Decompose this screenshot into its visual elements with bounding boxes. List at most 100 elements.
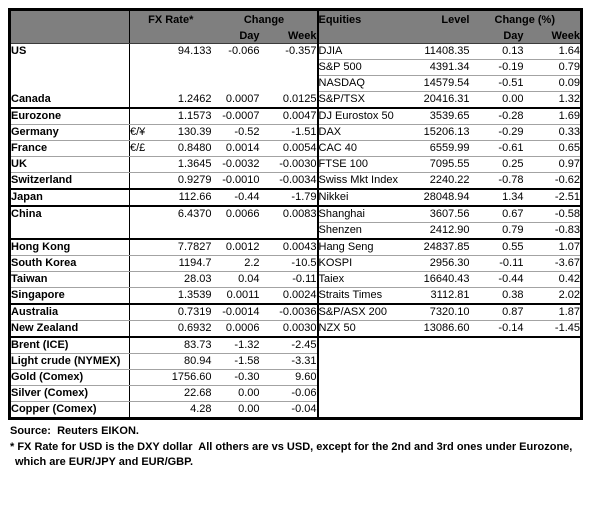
currency-pair-cell <box>129 337 156 354</box>
equity-name-cell: NZX 50 <box>316 320 420 338</box>
currency-pair-cell <box>129 369 156 386</box>
fx-week-change-cell: -0.0036 <box>259 304 318 321</box>
fx-day-change-cell: -0.0032 <box>211 156 260 173</box>
currency-pair-cell <box>129 385 156 402</box>
fx-rate-cell: 1.3645 <box>155 156 212 173</box>
region-name-cell: Silver (Comex) <box>9 385 130 402</box>
equity-level-cell: 16640.43 <box>419 271 470 288</box>
equity-level-cell: 3607.56 <box>419 206 470 223</box>
fx-day-change-cell: 0.0011 <box>211 287 260 305</box>
fx-week-change-cell <box>259 222 318 240</box>
equity-day-change-cell: 0.13 <box>469 43 524 60</box>
equity-name-cell: FTSE 100 <box>316 156 420 173</box>
fx-rate-cell: 1.3539 <box>155 287 212 305</box>
equity-day-change-cell: 0.79 <box>469 222 524 240</box>
currency-pair-cell <box>129 108 156 125</box>
equity-level-cell: 7320.10 <box>419 304 470 321</box>
corner-cell <box>9 9 130 29</box>
region-name-cell: France <box>9 140 130 157</box>
currency-pair-cell <box>129 91 156 109</box>
fx-week-change-cell: -0.06 <box>259 385 318 402</box>
fx-week-change-cell <box>260 76 318 92</box>
region-name-cell: Gold (Comex) <box>9 369 130 386</box>
fx-rate-cell: 22.68 <box>155 385 212 402</box>
equity-day-change-cell: 0.00 <box>469 91 524 109</box>
fx-week-change-cell <box>260 60 318 76</box>
fx-day-change-cell: 0.0007 <box>211 91 260 109</box>
fx-week-change-cell: -2.45 <box>259 337 318 354</box>
fx-rate-cell: 83.73 <box>155 337 212 354</box>
fx-day-change-cell <box>212 76 260 92</box>
equity-name-cell: S&P 500 <box>316 59 420 76</box>
equity-week-change-cell <box>524 354 582 370</box>
table-row: UK 1.3645 -0.0032 -0.0030 FTSE 100 7095.55 0.2… <box>9 156 582 173</box>
fx-day-change-cell: 0.0066 <box>225 208 260 221</box>
equity-level-cell: 24837.85 <box>419 239 470 256</box>
table-row: Silver (Comex) 22.68 0.00 -0.06 <box>9 385 582 402</box>
region-name-cell: Taiwan <box>9 271 130 288</box>
equity-name-cell: S&P/TSX <box>316 91 420 109</box>
equity-level-cell: 3539.65 <box>419 108 470 125</box>
fx-day-change-cell: 0.00 <box>211 385 260 402</box>
equity-day-change-cell <box>470 354 524 370</box>
equity-name-cell <box>316 385 420 402</box>
fx-week-change-cell: 0.0125 <box>259 91 318 109</box>
currency-pair-cell <box>129 320 156 338</box>
region-name-cell: Germany <box>9 124 130 141</box>
currency-pair-cell <box>129 304 156 321</box>
fx-day-change-cell: 0.0012 <box>211 239 260 256</box>
equity-level-cell: 2412.90 <box>419 222 470 240</box>
region-name-cell: Japan <box>9 189 130 207</box>
fx-rate-cell: 1.1573 <box>155 108 212 125</box>
table-row: Gold (Comex) 1756.60 -0.30 9.60 <box>9 369 582 386</box>
currency-pair-cell <box>129 59 156 76</box>
equity-week-change-cell: 0.79 <box>523 59 582 76</box>
fx-week-change-cell: -0.0034 <box>259 172 318 190</box>
currency-pair-cell <box>129 353 156 370</box>
equity-name-cell <box>316 337 420 354</box>
equity-level-cell <box>420 386 470 402</box>
table-row: Shenzen 2412.90 0.79 -0.83 <box>9 222 582 240</box>
fx-day-change-cell: -0.0010 <box>211 172 260 190</box>
header-row-2: Day Week Day Week <box>9 29 582 44</box>
equity-day-change-cell <box>470 402 524 419</box>
fx-day-change-cell: 2.2 <box>211 255 260 272</box>
currency-pair-cell <box>129 43 156 60</box>
currency-pair-cell <box>129 156 156 173</box>
equity-day-change-cell: -0.78 <box>469 172 524 190</box>
currency-pair-cell <box>129 239 156 256</box>
equity-name-cell <box>316 353 420 370</box>
col-header-week-right: Week <box>523 29 582 44</box>
equity-name-cell: DJ Eurostox 50 <box>316 108 420 125</box>
equity-level-cell: 4391.34 <box>419 59 470 76</box>
source-note: Source: Reuters EIKON. <box>10 425 139 437</box>
col-header-day-right: Day <box>469 29 524 44</box>
table-row: France €/£ 0.8480 0.0014 0.0054 CAC 40 6559.99… <box>9 140 582 157</box>
equity-level-cell: 2956.30 <box>419 255 470 272</box>
fx-rate-cell: 7.7827 <box>155 239 212 256</box>
equity-week-change-cell: -0.83 <box>523 222 582 240</box>
equity-name-cell: NASDAQ <box>316 75 420 92</box>
equity-week-change-cell: 1.69 <box>523 108 582 125</box>
equity-name-cell: CAC 40 <box>316 140 420 157</box>
equity-day-change-cell: 0.55 <box>469 239 524 256</box>
equity-week-change-cell: 0.09 <box>523 75 582 92</box>
equity-level-cell: 11408.35 <box>419 43 470 60</box>
fx-rate-cell: 0.8480 <box>155 140 212 157</box>
equity-level-cell <box>420 402 470 419</box>
equity-week-change-cell: 1.64 <box>523 43 582 60</box>
equity-day-change-cell: -0.29 <box>469 124 524 141</box>
table-row: China 6.4370 0.0066 0.0083 Shanghai 3607.56 0.… <box>10 206 582 223</box>
fx-week-change-cell: -1.51 <box>259 124 318 141</box>
fx-day-change-cell: -0.52 <box>211 124 260 141</box>
region-name-cell: South Korea <box>9 255 130 272</box>
equity-week-change-cell: 0.97 <box>523 156 582 173</box>
fx-rate-cell: 28.03 <box>155 271 212 288</box>
region-name-cell: Switzerland <box>9 172 130 190</box>
currency-pair-cell <box>129 255 156 272</box>
equity-week-change-cell: -2.51 <box>523 189 582 207</box>
equity-day-change-cell <box>470 386 524 402</box>
equity-name-cell: Shanghai <box>316 206 420 223</box>
equity-week-change-cell: -0.58 <box>523 206 582 223</box>
